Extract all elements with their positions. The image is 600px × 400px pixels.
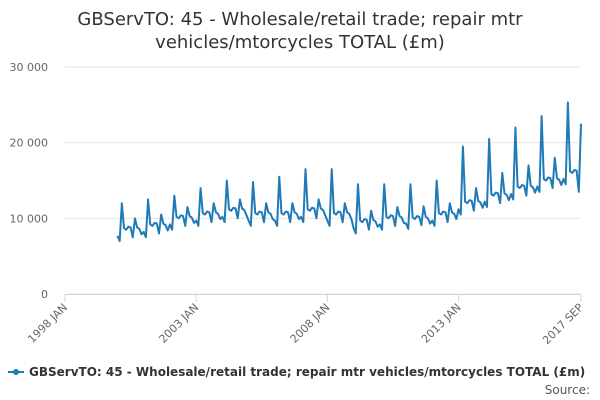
y-tick-label: 10 000 bbox=[10, 212, 49, 225]
y-tick-label: 20 000 bbox=[10, 137, 49, 150]
x-tick-label: 2013 JAN bbox=[419, 301, 464, 346]
x-tick-label: 1998 JAN bbox=[25, 301, 70, 346]
y-tick-label: 0 bbox=[41, 288, 48, 301]
x-tick-label: 2003 JAN bbox=[157, 301, 202, 346]
x-tick-label: 2017 SEP bbox=[540, 301, 586, 347]
series-line bbox=[116, 101, 582, 243]
source: Source: bbox=[545, 383, 590, 397]
chart-title: GBServTO: 45 - Wholesale/retail trade; r… bbox=[77, 9, 523, 53]
legend-marker bbox=[13, 369, 19, 375]
y-tick-label: 30 000 bbox=[10, 61, 49, 74]
legend-label: GBServTO: 45 - Wholesale/retail trade; r… bbox=[29, 365, 585, 379]
x-tick-label: 2008 JAN bbox=[288, 301, 333, 346]
